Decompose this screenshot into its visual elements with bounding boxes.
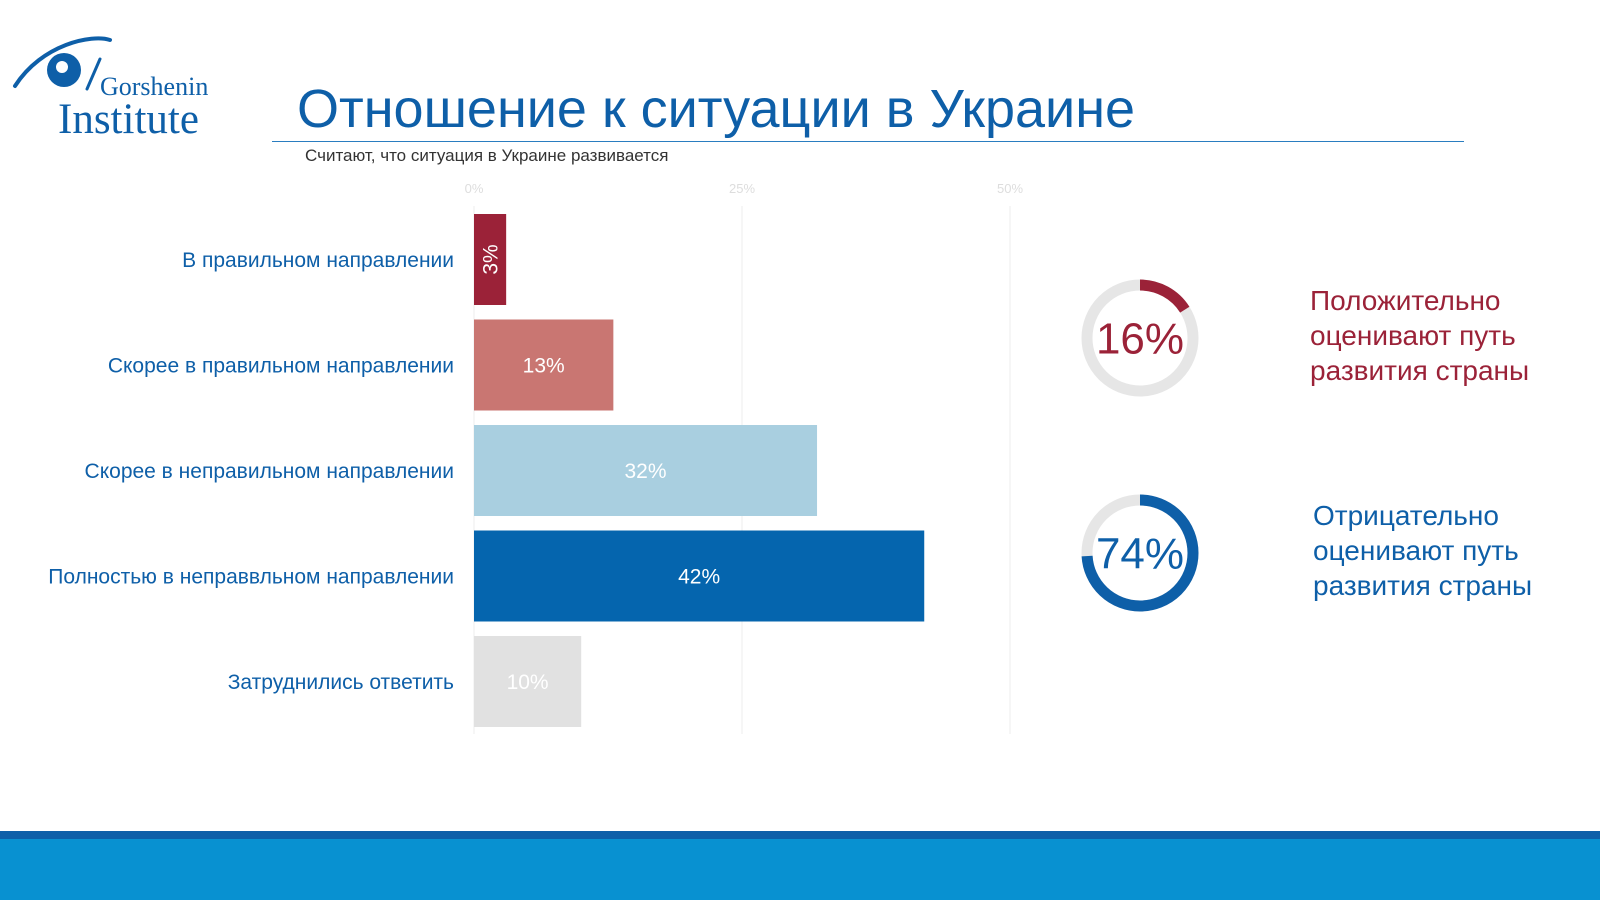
logo-eye-arc xyxy=(13,36,112,88)
donut-value-label: 16% xyxy=(1096,314,1184,363)
bar xyxy=(474,214,507,305)
footer-band xyxy=(0,839,1600,900)
bar-value-label: 13% xyxy=(523,354,565,377)
category-label: Затруднились ответить xyxy=(228,671,454,694)
footer-stripe xyxy=(0,831,1600,839)
x-tick-label: 25% xyxy=(729,181,755,196)
bar xyxy=(474,425,818,516)
bar xyxy=(474,530,925,622)
bar xyxy=(474,319,614,411)
x-tick-label: 0% xyxy=(465,181,484,196)
page-title: Отношение к ситуации в Украине xyxy=(297,79,1136,139)
logo-text-institute: Institute xyxy=(58,96,199,143)
category-label: Скорее в правильном направлении xyxy=(108,354,454,377)
title-divider xyxy=(272,141,1464,142)
donut-arc xyxy=(1081,279,1199,397)
chart-subtitle: Считают, что ситуация в Украине развивае… xyxy=(305,146,669,165)
positive-summary-text: Положительно оценивают путь развития стр… xyxy=(1310,283,1570,388)
donut-arc xyxy=(1081,494,1199,612)
bar-value-label: 3% xyxy=(479,244,502,274)
negative-summary-text: Отрицательно оценивают путь развития стр… xyxy=(1313,498,1573,603)
category-label: Полностью в неправвльном направлении xyxy=(48,565,454,588)
logo-pupil xyxy=(56,61,68,73)
bar-value-label: 10% xyxy=(507,671,549,694)
logo-slash xyxy=(85,57,102,91)
positive-summary-label: Положительно оценивают путь развития стр… xyxy=(1310,285,1530,386)
gorshenin-logo xyxy=(13,36,112,91)
negative-summary-label: Отрицательно оценивают путь развития стр… xyxy=(1313,500,1533,601)
bar-value-label: 42% xyxy=(678,565,720,588)
category-label: Скорее в неправильном направлении xyxy=(85,460,454,483)
bar xyxy=(474,636,582,727)
donut-value-label: 74% xyxy=(1096,529,1184,578)
logo-text-gorshenin: Gorshenin xyxy=(100,72,209,101)
bar-value-label: 32% xyxy=(625,460,667,483)
x-tick-label: 50% xyxy=(997,181,1023,196)
category-label: В правильном направлении xyxy=(182,249,454,272)
